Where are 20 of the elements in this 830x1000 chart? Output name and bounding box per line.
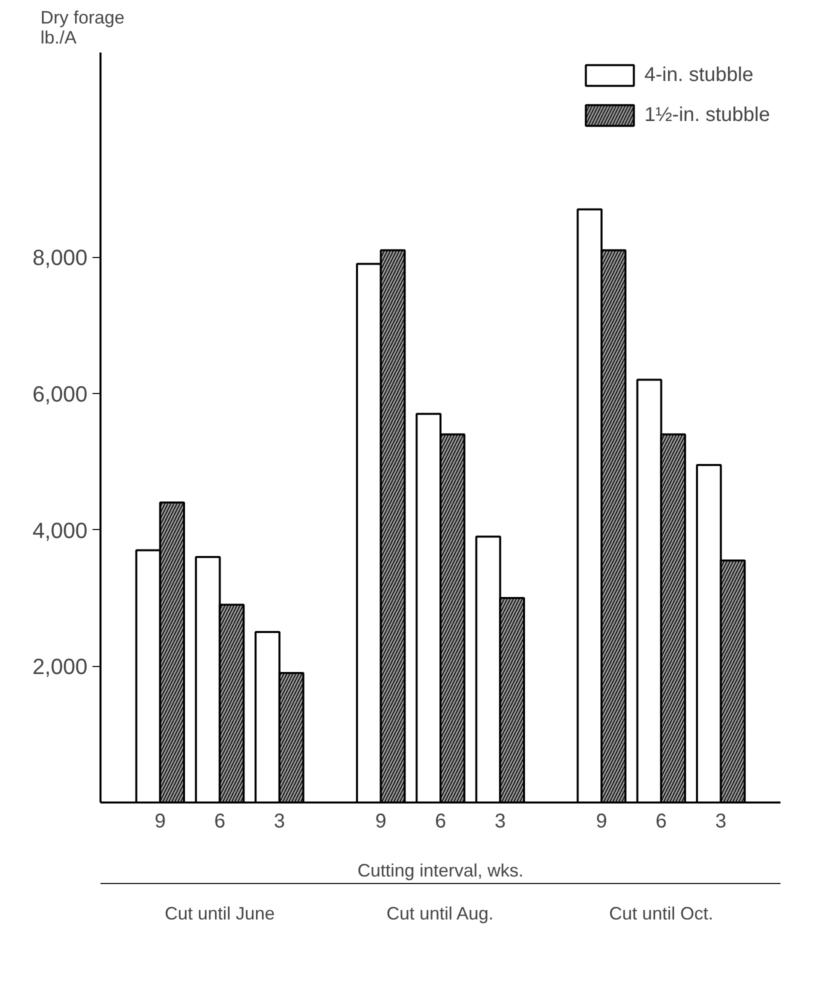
y-tick-label: 2,000 (32, 654, 88, 680)
text: Cut until June (164, 904, 275, 924)
y-tick-label: 6,000 (32, 381, 88, 406)
x-tick-label: 9 (154, 810, 166, 832)
legend-label: 1½-in. stubble (644, 104, 770, 126)
x-tick-label: 9 (375, 810, 386, 832)
x-tick-label: 3 (274, 810, 286, 832)
x-tick-label: 9 (596, 810, 608, 832)
text: Cut until Oct. (609, 904, 714, 924)
y-axis-title: Dry forage lb./A (40, 8, 125, 48)
x-tick-label: 3 (715, 810, 726, 832)
x-tick-label: 6 (434, 810, 446, 832)
x-tick-label: 3 (494, 810, 506, 832)
x-axis-title: Cutting interval, wks. (357, 860, 524, 880)
legend-label: 4-in. stubble (644, 64, 754, 86)
y-tick-label: 4,000 (32, 518, 88, 543)
text: Cut until Aug. (386, 904, 494, 924)
y-tick-label: 8,000 (32, 245, 88, 270)
x-tick-label: 6 (656, 810, 667, 832)
x-tick-label: 6 (214, 810, 226, 832)
